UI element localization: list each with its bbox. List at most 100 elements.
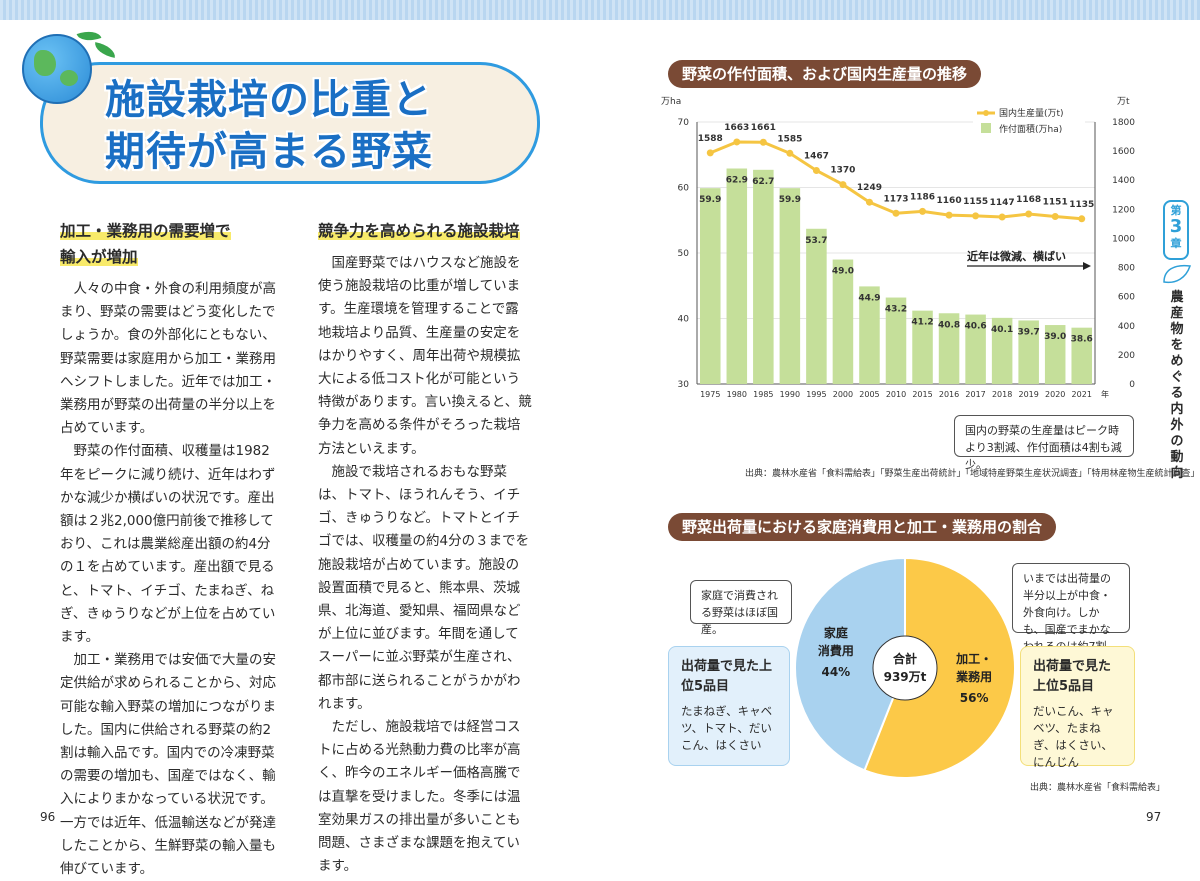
left-tick-label: 30	[678, 380, 690, 390]
title-banner	[40, 62, 540, 184]
left-tick-label: 50	[678, 249, 690, 259]
heading-line: 加工・業務用の需要増で	[60, 222, 231, 240]
box-title: 出荷量で見た上位5品目	[1033, 659, 1112, 694]
line-data-label: 1467	[804, 151, 829, 161]
x-tick-label: 1990	[780, 390, 800, 399]
line-data-label: 1160	[937, 196, 962, 206]
page-title: 施設栽培の比重と 期待が高まる野菜	[105, 74, 515, 178]
bar-data-label: 59.9	[779, 195, 801, 205]
bar-data-label: 44.9	[858, 293, 880, 303]
pie-slice-percent: 56%	[960, 691, 989, 705]
line-point	[733, 138, 741, 146]
annotation-arrow-head	[1083, 262, 1091, 270]
bar-data-label: 40.6	[964, 322, 986, 332]
x-tick-label: 2021	[1072, 390, 1092, 399]
line-data-label: 1186	[910, 192, 935, 202]
pie-slice-label: 家庭	[824, 625, 848, 640]
pie-slice-percent: 44%	[821, 665, 850, 679]
leaf-icon	[93, 42, 117, 58]
line-data-label: 1588	[698, 134, 723, 144]
pie-slice-label: 業務用	[955, 669, 992, 684]
x-tick-label: 1980	[727, 390, 747, 399]
bar	[1044, 325, 1066, 384]
pie-center-label: 合計	[893, 651, 917, 666]
x-axis-unit: 年	[1101, 389, 1109, 399]
pie-slice	[863, 556, 1016, 779]
bar	[912, 310, 933, 384]
bar-data-label: 41.2	[911, 318, 933, 328]
right-axis-unit: 万t	[1117, 97, 1130, 107]
line-data-label: 1151	[1043, 197, 1068, 207]
right-tick-label: 800	[1118, 264, 1135, 274]
x-tick-label: 2015	[912, 390, 932, 399]
left-column: 加工・業務用の需要増で 輸入が増加 人々の中食・外食の利用頻度が高まり、野菜の需…	[60, 218, 282, 881]
chart2-source: 出典：農林水産省「食料需給表」	[1030, 783, 1166, 793]
line-data-label: 1370	[830, 166, 855, 176]
chart2-title: 野菜出荷量における家庭消費用と加工・業務用の割合	[668, 513, 1057, 541]
line-data-label: 1585	[777, 134, 802, 144]
left-callout: 家庭で消費される野菜はほぼ国産。	[690, 580, 792, 636]
page-title-line1: 施設栽培の比重と	[105, 77, 433, 123]
box-body: たまねぎ、キャベツ、トマト、だいこん、はくさい	[681, 704, 773, 752]
chapter-tab: 第 3 章	[1163, 200, 1189, 260]
box-body: だいこん、キャベツ、たまねぎ、はくさい、にんじん	[1033, 704, 1114, 769]
x-tick-label: 2017	[965, 390, 985, 399]
line-point	[759, 138, 767, 146]
page-title-line2: 期待が高まる野菜	[105, 129, 433, 175]
x-tick-label: 2005	[859, 390, 879, 399]
business-top5-box: 出荷量で見た上位5品目 だいこん、キャベツ、たまねぎ、はくさい、にんじん	[1020, 646, 1135, 769]
paragraph: 野菜の作付面積、収穫量は1982年をピークに減り続け、近年はわずかな減少か横ばい…	[60, 443, 276, 646]
right-tick-label: 1400	[1112, 176, 1135, 186]
bar	[1071, 327, 1092, 384]
bar-data-label: 49.0	[832, 267, 854, 277]
x-tick-label: 2016	[939, 390, 959, 399]
x-tick-label: 2010	[886, 390, 906, 399]
bar	[832, 259, 854, 384]
bar	[991, 317, 1013, 384]
page-number-left: 96	[40, 810, 56, 824]
legend-line-marker	[983, 110, 989, 116]
x-tick-label: 2020	[1045, 390, 1065, 399]
bar	[700, 188, 721, 384]
pie-slice	[794, 556, 906, 772]
paragraph: ただし、施設栽培では経営コストに占める光熱動力費の比率が高く、昨今のエネルギー価…	[318, 719, 521, 875]
chart1-source: 出典：農林水産省「食料需給表」「野菜生産出荷統計」「地域特産野菜生産状況調査」「…	[745, 469, 1200, 479]
line-point	[1051, 212, 1059, 220]
right-tick-label: 0	[1129, 380, 1135, 390]
line-data-label: 1168	[1016, 195, 1041, 205]
line-data-label: 1147	[990, 198, 1015, 208]
right-tick-label: 400	[1118, 322, 1135, 332]
x-tick-label: 1985	[753, 390, 773, 399]
paragraph: 加工・業務用では安価で大量の安定供給が求められることから、対応可能な輸入野菜の増…	[60, 652, 276, 878]
leaf-decoration-icon	[1163, 264, 1192, 284]
top-decorative-band	[0, 0, 1200, 20]
middle-column: 競争力を高められる施設栽培 国産野菜ではハウスなど施設を使う施設栽培の比重が増し…	[318, 218, 532, 878]
line-point	[892, 209, 900, 217]
line-point	[812, 166, 820, 174]
chapter-title: 農産物をめぐる内外の動向	[1170, 290, 1184, 481]
right-tick-label: 1200	[1112, 205, 1135, 215]
bar-data-label: 62.7	[752, 177, 774, 187]
line-point	[706, 149, 714, 157]
right-tick-label: 200	[1118, 351, 1135, 361]
chapter-label: 章	[1170, 237, 1182, 250]
page-number-right: 97	[1146, 810, 1162, 824]
pie-slice-label: 消費用	[818, 643, 854, 658]
legend-box	[973, 104, 1085, 138]
home-top5-box: 出荷量で見た上位5品目 たまねぎ、キャベツ、トマト、だいこん、はくさい	[668, 646, 790, 766]
bar	[938, 313, 960, 384]
bar-data-label: 59.9	[699, 195, 721, 205]
x-tick-label: 2000	[833, 390, 853, 399]
line-point	[839, 181, 847, 189]
chapter-number: 3	[1169, 216, 1183, 237]
heading-text: 競争力を高められる施設栽培	[318, 222, 520, 240]
paragraph: 人々の中食・外食の利用頻度が高まり、野菜の需要はどう変化したでしょうか。食の外部…	[60, 281, 276, 437]
bar	[885, 297, 907, 384]
chart1-title: 野菜の作付面積、および国内生産量の推移	[668, 60, 982, 88]
x-tick-label: 2018	[992, 390, 1012, 399]
bar-data-label: 39.7	[1018, 327, 1040, 337]
line-data-label: 1135	[1069, 200, 1094, 210]
legend-label: 作付面積(万ha)	[999, 123, 1062, 135]
legend-label: 国内生産量(万t)	[999, 107, 1064, 119]
right-callout: いまでは出荷量の半分以上が中食・外食向け。しかも、国産でまかなわれるのは約7割。	[1012, 563, 1130, 653]
